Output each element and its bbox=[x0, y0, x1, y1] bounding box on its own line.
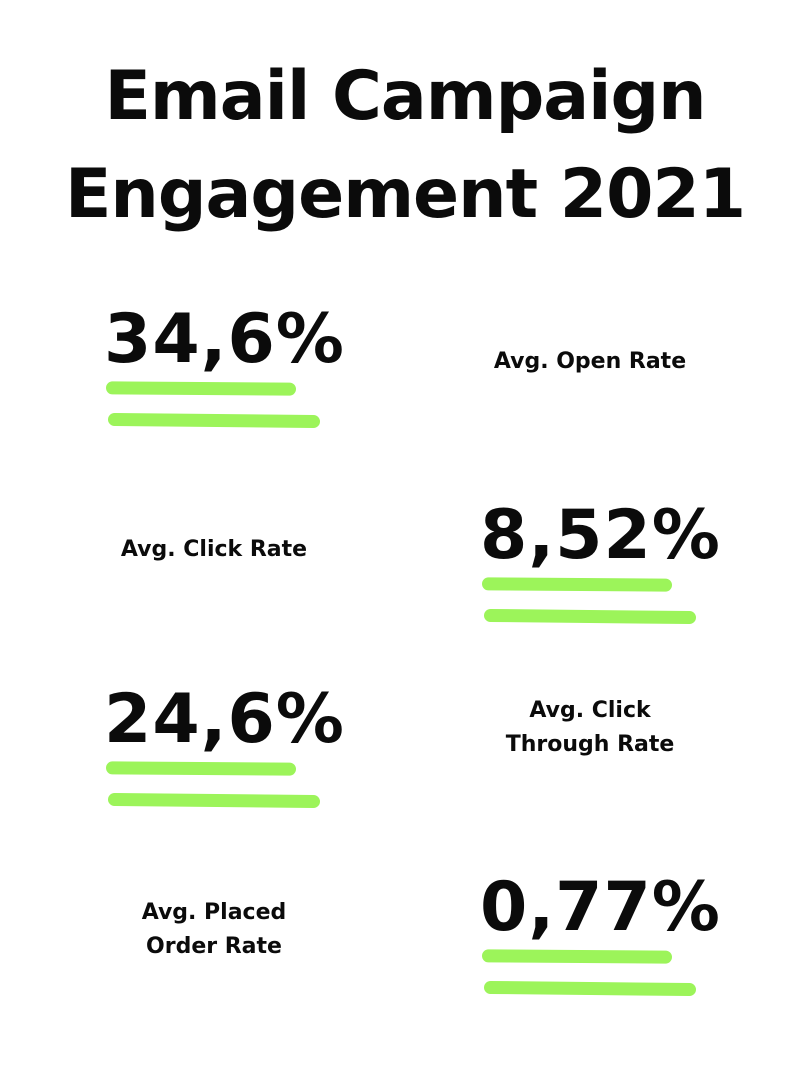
stat-label-line: Avg. Click Rate bbox=[120, 537, 308, 562]
underline-highlight bbox=[107, 412, 321, 429]
underline-highlight bbox=[481, 577, 673, 592]
underline-highlight bbox=[107, 792, 321, 809]
stat-label-line: Through Rate bbox=[505, 732, 675, 757]
stat-placed-order-rate: 0,77% bbox=[480, 868, 740, 1018]
stat-label-click-rate: Avg. Click Rate bbox=[64, 533, 364, 567]
stat-value: 24,6% bbox=[104, 680, 345, 759]
page-title: Email Campaign Engagement 2021 bbox=[0, 48, 810, 244]
underline-highlight bbox=[483, 980, 697, 997]
stat-value: 34,6% bbox=[104, 300, 345, 379]
title-line-1: Email Campaign bbox=[104, 57, 706, 136]
stat-label-line: Avg. Open Rate bbox=[493, 349, 687, 374]
stat-value: 0,77% bbox=[480, 868, 721, 947]
title-line-2: Engagement 2021 bbox=[64, 155, 746, 234]
stat-click-through-rate: 24,6% bbox=[104, 680, 364, 830]
underline-highlight bbox=[105, 381, 297, 396]
underline-highlight bbox=[483, 608, 697, 625]
stat-value: 8,52% bbox=[480, 496, 721, 575]
underline-highlight bbox=[105, 761, 297, 776]
stat-label-click-through-rate: Avg. Click Through Rate bbox=[440, 694, 740, 762]
stat-label-placed-order-rate: Avg. Placed Order Rate bbox=[64, 896, 364, 964]
stat-label-open-rate: Avg. Open Rate bbox=[440, 345, 740, 379]
stat-label-line: Avg. Placed bbox=[141, 900, 287, 925]
underline-highlight bbox=[481, 949, 673, 964]
stat-label-line: Order Rate bbox=[146, 934, 282, 959]
stat-click-rate: 8,52% bbox=[480, 496, 740, 646]
stat-open-rate: 34,6% bbox=[104, 300, 364, 450]
stat-label-line: Avg. Click bbox=[529, 698, 651, 723]
